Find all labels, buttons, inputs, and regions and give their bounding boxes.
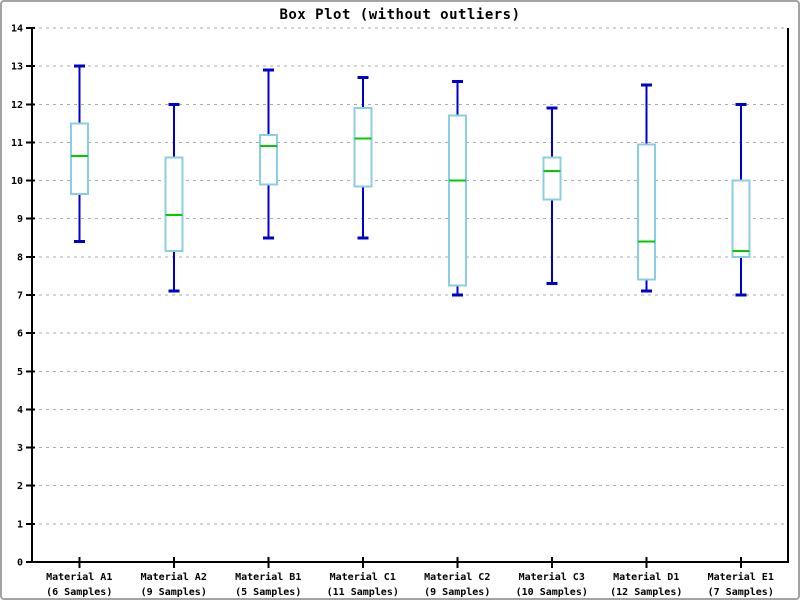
x-category-label: Material E1	[708, 571, 774, 583]
y-tick-label: 0	[17, 558, 23, 569]
gridlines	[32, 27, 788, 525]
chart-title: Box Plot (without outliers)	[279, 7, 521, 23]
box-material-d1	[636, 83, 656, 293]
box-material-a1	[69, 64, 89, 244]
x-category-sublabel: (12 Samples)	[610, 587, 682, 598]
x-category-sublabel: (5 Samples)	[235, 587, 301, 598]
iqr-box	[636, 143, 656, 281]
x-category-sublabel: (9 Samples)	[141, 587, 207, 598]
iqr-box	[164, 156, 184, 253]
y-tick-label: 9	[17, 214, 23, 225]
x-category-label: Material A2	[141, 571, 207, 583]
x-category-label: Material A1	[46, 571, 112, 583]
iqr-box	[731, 179, 751, 258]
x-axis-ticks: Material A1 (6 Samples) Material A2 (9 Samp…	[46, 557, 774, 598]
iqr-box	[542, 156, 562, 201]
y-tick-label: 4	[17, 405, 23, 416]
x-category-label: Material B1	[235, 571, 301, 583]
y-tick-label: 7	[17, 291, 23, 302]
box-material-c1	[353, 76, 373, 240]
box-material-c2	[447, 79, 467, 297]
y-tick-label: 8	[17, 252, 23, 263]
box-material-c3	[542, 106, 562, 286]
y-tick-label: 13	[11, 62, 23, 73]
y-tick-label: 12	[11, 100, 23, 111]
y-tick-label: 11	[11, 138, 23, 149]
y-tick-label: 1	[17, 519, 23, 530]
x-category-label: Material C1	[330, 571, 396, 583]
y-tick-label: 5	[17, 367, 23, 378]
y-tick-label: 3	[17, 443, 23, 454]
y-tick-label: 14	[11, 24, 23, 35]
x-category-label: Material C3	[519, 571, 585, 583]
iqr-box	[69, 122, 89, 195]
box-material-e1	[731, 102, 751, 297]
x-category-sublabel: (6 Samples)	[46, 587, 112, 598]
box-material-b1	[258, 68, 278, 240]
x-category-sublabel: (7 Samples)	[708, 587, 774, 598]
x-category-label: Material D1	[613, 571, 679, 583]
y-tick-label: 10	[11, 176, 23, 187]
iqr-box	[447, 114, 467, 287]
x-category-label: Material C2	[424, 571, 490, 583]
x-category-sublabel: (10 Samples)	[516, 587, 588, 598]
iqr-box	[258, 133, 278, 186]
y-tick-label: 2	[17, 481, 23, 492]
y-tick-label: 6	[17, 329, 23, 340]
box-material-a2	[164, 102, 184, 293]
iqr-box	[353, 107, 373, 188]
x-category-sublabel: (9 Samples)	[424, 587, 490, 598]
x-category-sublabel: (11 Samples)	[327, 587, 399, 598]
